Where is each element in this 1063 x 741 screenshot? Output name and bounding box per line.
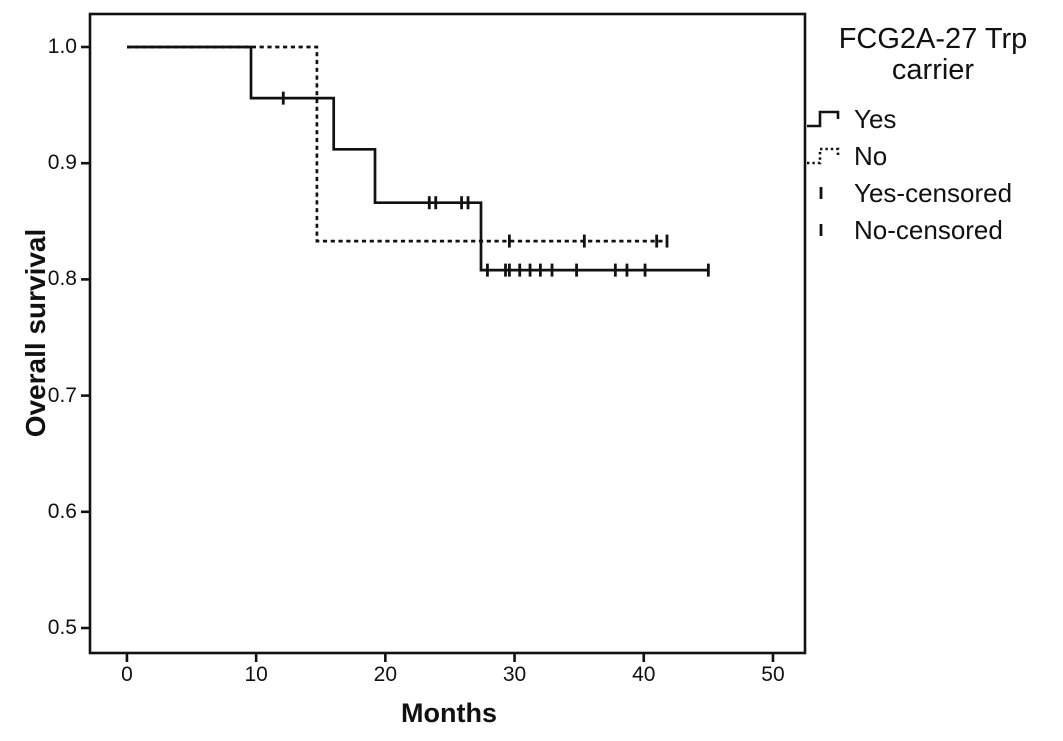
step-line-shape <box>807 110 840 127</box>
plot-border <box>88 12 807 655</box>
legend-item-label: Yes <box>854 103 897 134</box>
y-axis-title: Overall survival <box>20 228 51 438</box>
legend-title-line1: FCG2A-27 Trp <box>838 23 1028 55</box>
censor-tick-icon <box>819 223 823 236</box>
x-tick-label: 40 <box>632 663 656 686</box>
survival-curves <box>127 45 709 272</box>
plot-frame <box>88 12 807 655</box>
yes-curve <box>127 45 709 272</box>
legend-item: Yes-censored <box>806 174 1060 211</box>
dotted-step-icon <box>807 147 840 164</box>
y-tick-label: 0.7 <box>47 383 77 407</box>
legend-item-label: No <box>854 140 888 171</box>
legend-item-label: Yes-censored <box>854 177 1013 208</box>
censor-tick-icon <box>819 186 823 199</box>
x-tick-label: 30 <box>502 663 527 686</box>
legend-item: No <box>806 137 1060 174</box>
axis-ticks <box>81 45 775 662</box>
y-tick-label: 0.8 <box>47 267 77 291</box>
x-tick-label: 20 <box>373 663 398 686</box>
y-tick-label: 0.5 <box>47 616 77 640</box>
x-tick-label: 10 <box>244 663 268 686</box>
legend-item: Yes <box>806 100 1060 137</box>
x-tick-label: 50 <box>761 663 785 686</box>
legend-item-label: No-censored <box>854 214 1003 245</box>
legend-items: Yes No Yes-censored No-censored <box>806 100 1060 248</box>
y-tick-label: 0.6 <box>47 499 77 523</box>
y-tick-label: 0.9 <box>47 151 77 175</box>
x-tick-label: 0 <box>121 663 133 686</box>
y-tick-label: 1.0 <box>47 35 77 58</box>
solid-step-icon <box>807 110 840 127</box>
legend-item: No-censored <box>806 211 1060 248</box>
legend-title-line2: carrier <box>891 54 975 86</box>
x-axis-title: Months <box>401 698 497 728</box>
no-curve <box>127 45 667 243</box>
censor-marks <box>281 91 710 277</box>
step-line-shape <box>807 147 840 164</box>
legend: FCG2A-27 Trp carrier Yes No Yes-censored No… <box>806 24 1060 248</box>
